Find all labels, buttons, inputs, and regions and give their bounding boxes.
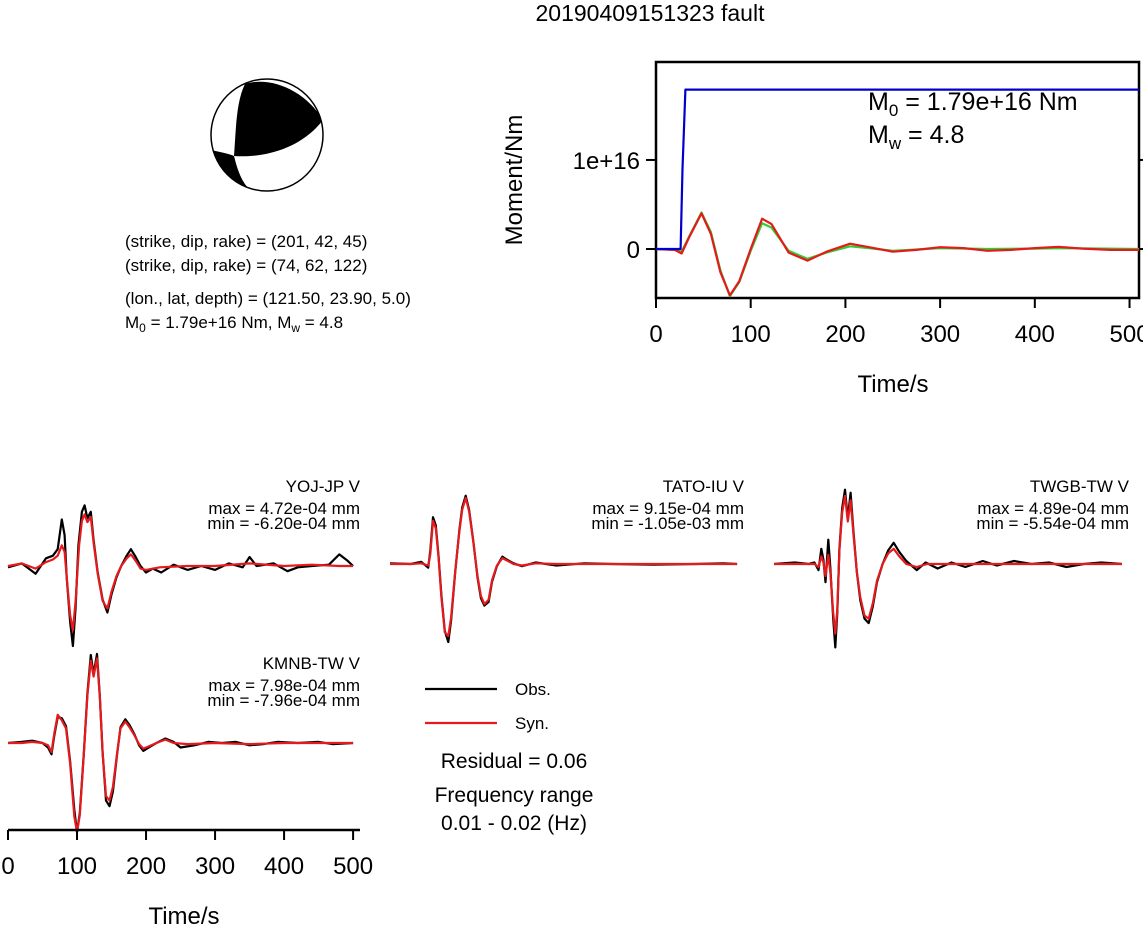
mechanism-info: (strike, dip, rake) = (201, 42, 45) (str… [125, 232, 411, 335]
min-label: min = -5.54e-04 mm [976, 514, 1129, 533]
moment-xtick-label: 100 [731, 321, 771, 348]
moment-xtick-label: 200 [825, 321, 865, 348]
moment-panel: 0 1e+16 0 100 200 300 400 500 Moment/Nm Time/s… [501, 60, 1143, 398]
moment-y-ticks: 0 1e+16 [573, 148, 1143, 264]
moment-panel-frame [654, 60, 1141, 300]
legend-obs-label: Obs. [515, 680, 551, 699]
station-label: KMNB-TW V [263, 654, 361, 673]
station-label: TWGB-TW V [1030, 477, 1130, 496]
waveform-xtick-label: 400 [264, 853, 304, 880]
plane1-text: (strike, dip, rake) = (201, 42, 45) [125, 232, 367, 251]
waveform-x-axis: 0 100 200 300 400 500 [1, 828, 373, 880]
moment-xtick-label: 0 [649, 321, 662, 348]
moment-xtick-label: 500 [1110, 321, 1143, 348]
min-label: min = -6.20e-04 mm [207, 514, 360, 533]
moment-ytick-label: 1e+16 [573, 148, 640, 175]
waveform-xtick-label: 300 [195, 853, 235, 880]
moment-mw-text: Mw = 4.8 [868, 121, 964, 153]
moment-rate-green-line [655, 211, 1140, 298]
moment-xtick-label: 300 [920, 321, 960, 348]
waveform-xtick-label: 500 [333, 853, 373, 880]
syn-trace [7, 513, 354, 632]
location-text: (lon., lat, depth) = (121.50, 23.90, 5.0… [125, 289, 411, 308]
waveform-xtick-label: 200 [126, 853, 166, 880]
frequency-value: 0.01 - 0.02 (Hz) [441, 812, 587, 835]
moment-m0-text: M0 = 1.79e+16 Nm [868, 88, 1078, 120]
moment-xtick-label: 400 [1015, 321, 1055, 348]
moment-xlabel: Time/s [857, 371, 928, 398]
moment-ytick-label: 0 [627, 237, 640, 264]
max-label: max = 9.15e-04 mm [592, 499, 744, 518]
min-label: min = -7.96e-04 mm [207, 691, 360, 710]
moment-rate-red-line [655, 212, 1139, 297]
waveform-xtick-label: 100 [57, 853, 97, 880]
max-label: max = 4.72e-04 mm [208, 499, 360, 518]
legend-syn-label: Syn. [515, 714, 549, 733]
legend: Obs. Syn. Residual = 0.06 Frequency rang… [425, 680, 593, 835]
max-label: max = 4.89e-04 mm [977, 499, 1129, 518]
min-label: min = -1.05e-03 mm [591, 514, 744, 533]
plane2-text: (strike, dip, rake) = (74, 62, 122) [125, 256, 367, 275]
moment-x-ticks: 0 100 200 300 400 500 [649, 298, 1143, 348]
frequency-label: Frequency range [435, 784, 594, 807]
station-label: TATO-IU V [663, 477, 745, 496]
station-label: YOJ-JP V [286, 477, 361, 496]
syn-trace [8, 657, 354, 834]
beachball [210, 78, 324, 192]
waveform-xlabel: Time/s [148, 903, 219, 927]
syn-trace [390, 496, 738, 638]
moment-ylabel: Moment/Nm [501, 115, 528, 246]
residual-text: Residual = 0.06 [441, 750, 588, 773]
figure-title: 20190409151323 fault [536, 0, 766, 26]
syn-trace [774, 494, 1122, 635]
moment-lines [655, 88, 1140, 298]
moment-cumulative-line [656, 88, 1139, 251]
magnitude-text: M0 = 1.79e+16 Nm, Mw = 4.8 [125, 313, 343, 335]
max-label: max = 7.98e-04 mm [208, 676, 360, 695]
waveform-xtick-label: 0 [1, 853, 14, 880]
